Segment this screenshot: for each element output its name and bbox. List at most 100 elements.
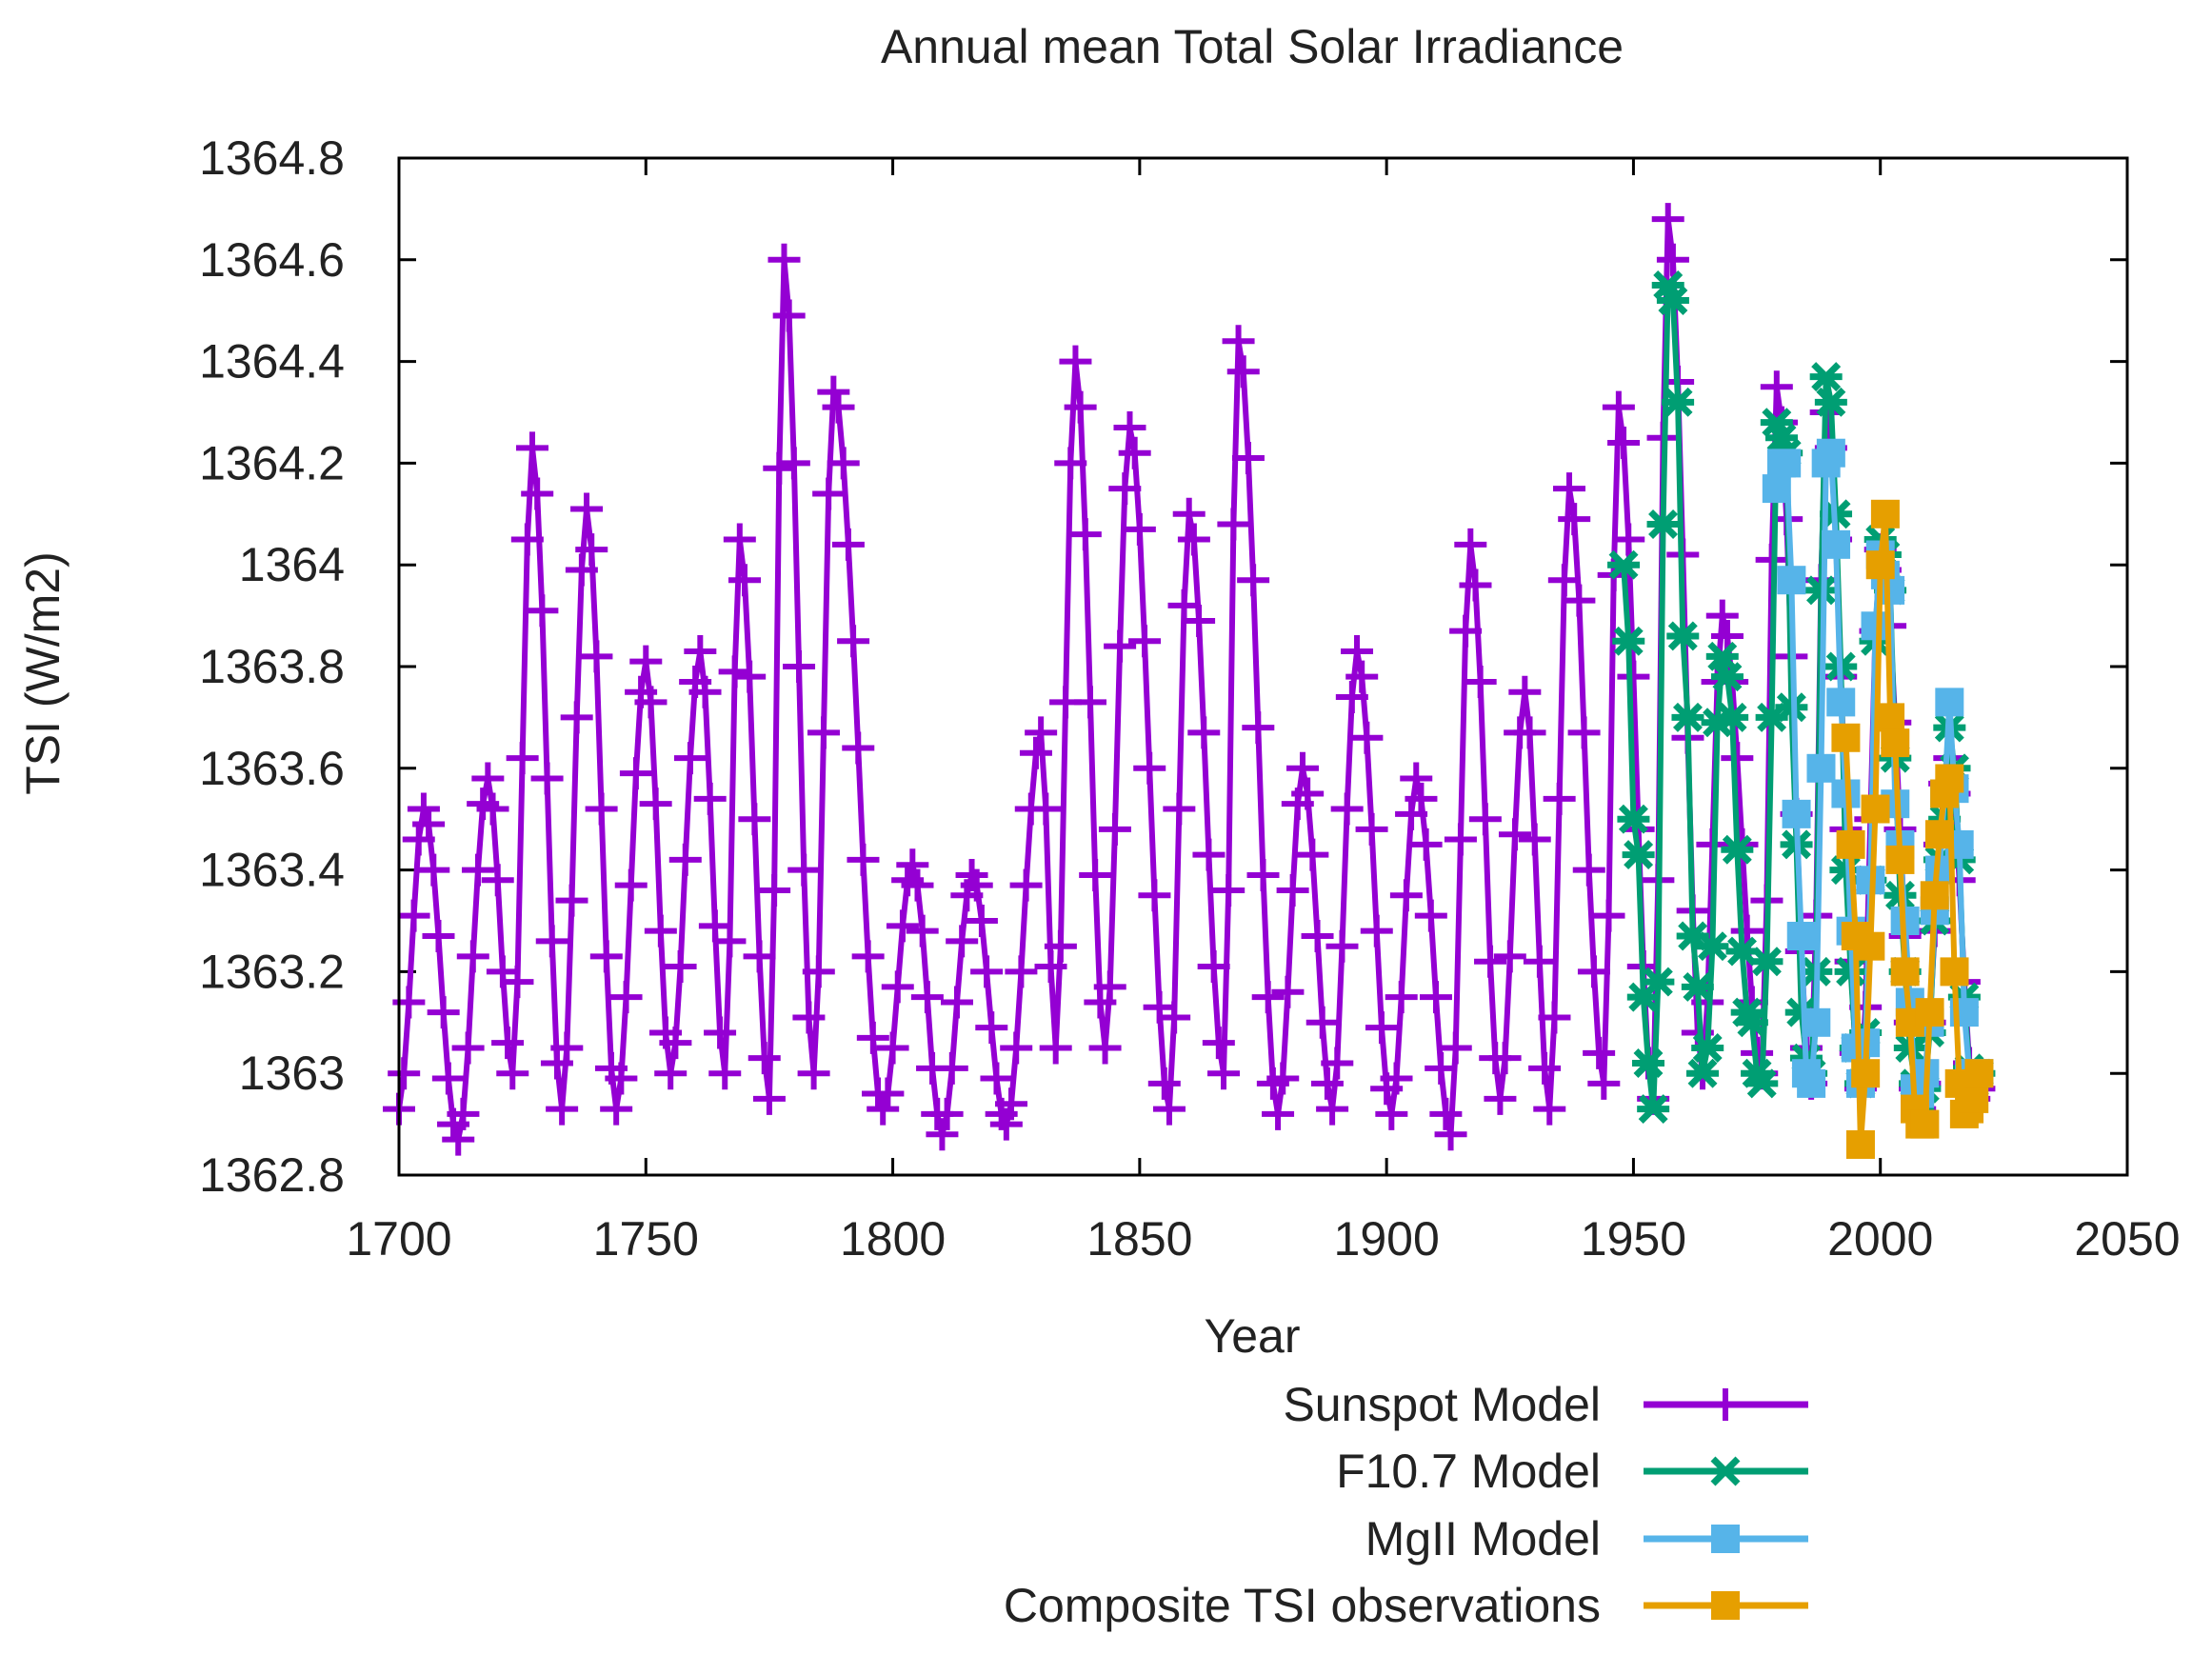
data-point <box>1646 509 1680 539</box>
data-point <box>1118 436 1151 469</box>
data-point <box>476 792 509 826</box>
x-tick-label: 2000 <box>1827 1212 1933 1266</box>
data-point <box>940 986 973 1019</box>
data-point <box>1088 1031 1122 1065</box>
data-point <box>1721 834 1754 865</box>
data-point <box>847 843 880 876</box>
data-point <box>1285 751 1319 785</box>
data-point <box>575 533 608 567</box>
data-point <box>1547 564 1581 597</box>
data-point <box>1459 568 1492 602</box>
data-point <box>1212 873 1245 907</box>
data-point <box>496 1057 529 1090</box>
data-point <box>1355 812 1388 846</box>
data-point <box>491 1027 525 1060</box>
data-point <box>772 299 806 332</box>
data-point <box>1231 442 1265 475</box>
data-point <box>1202 1027 1235 1060</box>
data-point <box>738 803 771 836</box>
data-point <box>1029 792 1063 826</box>
data-point <box>1172 497 1206 530</box>
data-point <box>1074 686 1106 719</box>
data-point <box>644 914 677 947</box>
y-tick-label: 1364 <box>239 538 345 591</box>
data-point <box>688 675 722 708</box>
data-point <box>451 1031 485 1065</box>
data-point <box>1009 868 1043 902</box>
data-point <box>1429 1097 1463 1130</box>
data-point <box>580 640 613 673</box>
data-point <box>1025 716 1058 749</box>
data-point <box>1474 945 1507 978</box>
data-point <box>1187 716 1221 749</box>
data-point <box>600 1092 633 1126</box>
data-point <box>619 757 652 790</box>
data-point <box>1420 981 1452 1014</box>
data-point <box>546 1092 579 1126</box>
data-point <box>777 447 810 480</box>
data-point <box>1414 899 1447 932</box>
data-point <box>397 899 430 932</box>
y-axis-label: TSI (W/m2) <box>16 551 70 795</box>
data-point <box>930 1097 964 1130</box>
data-point <box>1439 1031 1472 1065</box>
data-point <box>1138 879 1171 912</box>
data-point <box>1750 947 1784 977</box>
y-tick-label: 1364.2 <box>199 436 345 489</box>
data-point <box>1836 829 1865 859</box>
data-point <box>1064 390 1097 424</box>
plot-frame <box>397 156 2129 1177</box>
data-point <box>1691 1033 1724 1063</box>
data-point <box>431 1062 465 1095</box>
data-point <box>1400 762 1433 795</box>
data-point <box>1924 820 1954 849</box>
data-point <box>668 843 702 876</box>
legend-item: Composite TSI observations <box>1004 1579 1808 1632</box>
data-point <box>1558 503 1591 536</box>
data-point <box>535 925 568 958</box>
data-point <box>1851 1059 1881 1088</box>
data-point <box>1434 1118 1467 1151</box>
data-point <box>1705 599 1739 632</box>
data-point <box>1330 792 1364 826</box>
data-point <box>1375 1097 1408 1130</box>
data-point <box>1762 474 1791 504</box>
data-point <box>1321 1047 1354 1080</box>
data-point <box>1870 499 1900 528</box>
data-point <box>1000 1031 1033 1065</box>
legend-label: F10.7 Model <box>1336 1445 1601 1498</box>
data-point <box>1602 390 1635 424</box>
data-point <box>1237 564 1270 597</box>
data-point <box>526 594 559 628</box>
data-point <box>1622 840 1655 870</box>
data-point <box>1163 792 1196 826</box>
series-line <box>1843 513 1983 1146</box>
data-point <box>1890 957 1920 987</box>
data-point <box>659 1027 692 1060</box>
data-point <box>901 868 934 902</box>
data-point <box>1915 998 1944 1027</box>
data-point <box>442 1123 475 1156</box>
data-point <box>1005 955 1038 988</box>
data-point <box>1493 940 1526 973</box>
x-tick-label: 2050 <box>2074 1212 2180 1266</box>
data-point <box>560 701 593 734</box>
data-point <box>614 868 648 902</box>
data-point <box>1113 411 1146 445</box>
data-point <box>1721 742 1754 775</box>
legend-marker <box>1711 1525 1740 1553</box>
data-point <box>1806 753 1836 783</box>
data-point <box>570 492 604 526</box>
legend-label: MgII Model <box>1365 1512 1601 1565</box>
data-point <box>812 477 846 510</box>
data-point <box>1197 950 1230 984</box>
data-point <box>1885 845 1915 874</box>
data-point <box>822 390 855 424</box>
data-point <box>851 940 885 973</box>
data-point <box>1528 1051 1562 1085</box>
data-point <box>1543 782 1576 815</box>
data-point <box>1079 858 1112 891</box>
legend-label: Composite TSI observations <box>1004 1579 1601 1632</box>
data-point <box>506 742 539 775</box>
data-point <box>1822 529 1851 559</box>
